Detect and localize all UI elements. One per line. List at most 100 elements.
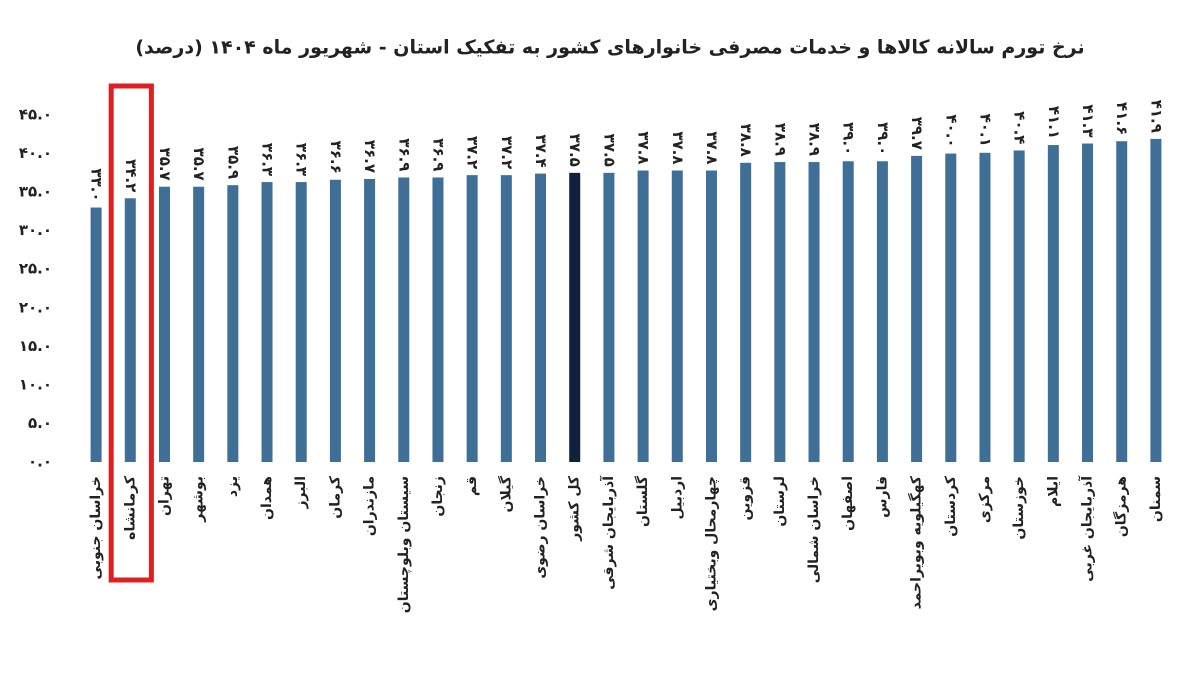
value-label: ۴۱.۱	[1045, 106, 1063, 139]
x-tick-label: خراسان رضوی	[533, 476, 549, 579]
x-tick-label: چهارمحال وبختیاری	[703, 476, 719, 611]
value-label: ۳۵.۹	[224, 146, 242, 179]
value-label: ۳۷.۲	[498, 136, 516, 169]
x-tick-label: مازندران	[362, 476, 378, 536]
x-tick-label: فارس	[874, 476, 890, 518]
x-tick-label: اصفهان	[840, 476, 856, 531]
value-label: ۴۰.۴	[1011, 111, 1029, 144]
bar	[398, 177, 410, 462]
y-tick-label: ۳۵.۰	[19, 183, 52, 201]
y-tick-label: ۵.۰	[28, 414, 52, 432]
bar	[295, 182, 307, 462]
bar	[1082, 143, 1094, 462]
bar	[774, 162, 786, 462]
value-label: ۴۱.۳	[1079, 104, 1097, 137]
value-label: ۳۷.۵	[566, 134, 584, 167]
y-tick-label: ۲۵.۰	[19, 260, 52, 278]
bar	[1116, 141, 1128, 462]
bar	[705, 170, 717, 462]
x-tick-label: گیلان	[497, 475, 514, 512]
x-tick-label: کردستان	[943, 475, 959, 537]
x-tick-label: همدان	[259, 476, 275, 520]
value-label: ۴۰.۰	[942, 114, 960, 147]
bar	[603, 172, 615, 463]
value-label: ۳۷.۸	[703, 131, 721, 164]
x-tick-label: قم	[464, 476, 480, 496]
y-tick-label: ۴۰.۰	[19, 144, 52, 162]
x-tick-label: گلستان	[634, 475, 651, 527]
value-label: ۴۰.۱	[976, 114, 994, 147]
y-tick-label: ۱۰.۰	[19, 375, 52, 393]
bar	[740, 162, 752, 462]
bar	[876, 161, 888, 462]
x-tick-label: قزوین	[738, 476, 754, 520]
x-tick-label: ایلام	[1045, 476, 1061, 507]
x-tick-label: سمنان	[1148, 476, 1164, 522]
x-tick-label: خوزستان	[1011, 476, 1027, 540]
x-tick-label: یزد	[225, 476, 241, 497]
value-label: ۳۵.۷	[190, 148, 208, 181]
x-tick-label: کرمان	[327, 475, 343, 519]
bar	[193, 186, 205, 463]
value-label: ۳۶.۹	[395, 138, 413, 171]
value-label: ۳۷.۴	[532, 134, 550, 167]
value-label: ۳۹.۷	[908, 117, 926, 150]
bar	[227, 185, 239, 462]
x-tick-label: مرکزی	[977, 476, 993, 523]
value-label: ۳۶.۳	[259, 143, 277, 176]
value-label: ۳۷.۵	[600, 134, 618, 167]
value-label: ۳۶.۶	[327, 141, 345, 174]
value-label: ۳۵.۷	[156, 148, 174, 181]
value-label: ۳۸.۹	[771, 123, 789, 156]
bar	[842, 161, 854, 462]
value-label: ۳۷.۸	[635, 131, 653, 164]
x-tick-label: تهران	[156, 476, 172, 516]
bar	[90, 207, 102, 462]
value-label: ۳۹.۰	[840, 122, 858, 155]
bar	[637, 170, 649, 462]
value-label: ۳۹.۰	[874, 122, 892, 155]
bar	[535, 173, 547, 463]
x-tick-label: کرمانشاه	[122, 475, 138, 540]
value-label: ۳۳.۰	[88, 168, 106, 201]
value-label: ۳۷.۸	[669, 131, 687, 164]
value-label: ۳۷.۲	[464, 136, 482, 169]
bar	[364, 179, 376, 462]
value-label: ۳۶.۳	[293, 143, 311, 176]
x-tick-label: بوشهر	[191, 476, 207, 523]
y-tick-label: ۰.۰	[28, 453, 52, 471]
y-tick-label: ۱۵.۰	[19, 337, 52, 355]
y-tick-label: ۲۰.۰	[19, 298, 52, 316]
x-tick-label: کل کشور	[567, 475, 583, 542]
value-label: ۴۱.۶	[1113, 102, 1131, 135]
bar	[158, 186, 170, 463]
bar	[261, 182, 273, 462]
bar	[1047, 145, 1059, 462]
x-tick-label: کهگیلویه وبویراحمد	[908, 475, 925, 609]
x-tick-label: آذربایجان غربی	[1078, 475, 1096, 582]
chart-title: نرخ تورم سالانه کالاها و خدمات مصرفی خان…	[135, 37, 1084, 59]
bar	[432, 177, 444, 462]
highlight-frame	[108, 83, 154, 583]
bar	[466, 175, 478, 462]
y-tick-label: ۴۵.۰	[19, 106, 52, 124]
x-tick-label: سیستان وبلوچستان	[396, 476, 412, 613]
value-label: ۳۸.۸	[737, 124, 755, 157]
x-tick-label: آذربایجان شرقی	[599, 475, 617, 590]
bar	[569, 172, 581, 463]
x-tick-label: هرمزگان	[1113, 476, 1130, 537]
bar	[671, 170, 683, 462]
x-tick-label: اردبیل	[669, 476, 685, 520]
x-tick-label: لرستان	[772, 476, 788, 527]
value-label: ۳۶.۹	[429, 138, 447, 171]
value-label: ۳۸.۹	[806, 123, 824, 156]
value-label: ۳۶.۷	[361, 140, 379, 173]
x-tick-label: البرز	[293, 476, 309, 510]
y-tick-label: ۳۰.۰	[19, 221, 52, 239]
x-tick-label: خراسان جنوبی	[88, 476, 104, 579]
bar	[808, 162, 820, 462]
bar	[329, 179, 341, 463]
bar	[911, 155, 923, 462]
bar	[500, 175, 512, 462]
